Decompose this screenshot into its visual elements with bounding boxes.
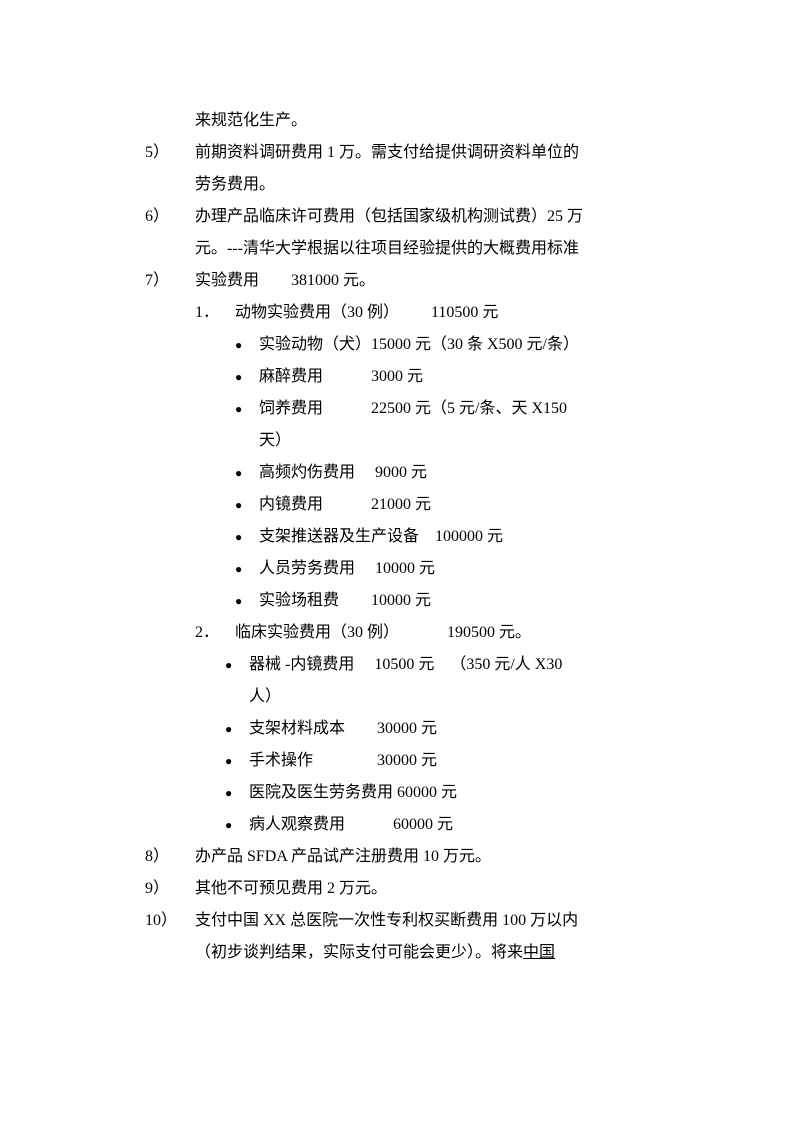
bullet-icon: ● [235,557,259,581]
list-item-8: 8） 办产品 SFDA 产品试产注册费用 10 万元。 [145,841,649,873]
bullet-item: ● 高频灼伤费用 9000 元 [235,457,649,489]
bullet-item: ● 支架材料成本 30000 元 [225,713,649,745]
bullet-item: ● 手术操作 30000 元 [225,745,649,777]
bullet-item: ● 实验场租费 10000 元 [235,585,649,617]
underlined-text: 中国 [523,944,555,961]
bullet-text: 麻醉费用 3000 元 [259,361,649,393]
bullet-text-cont: 人） [249,681,649,713]
bullet-text: 饲养费用 22500 元（5 元/条、天 X150 [259,393,649,425]
list-item-6: 6） 办理产品临床许可费用（包括国家级机构测试费）25 万 [145,201,649,233]
bullet-icon: ● [235,493,259,517]
sub-number: 2． [195,617,235,649]
bullet-icon: ● [225,717,249,741]
bullet-icon: ● [225,813,249,837]
item-number: 6） [145,201,195,233]
item-text: 实验费用 381000 元。 [195,265,649,297]
item-text: 支付中国 XX 总医院一次性专利权买断费用 100 万以内 [195,905,649,937]
text-span: （初步谈判结果，实际支付可能会更少）。将来 [195,944,523,961]
bullet-item: ● 病人观察费用 60000 元 [225,809,649,841]
bullet-text: 内镜费用 21000 元 [259,489,649,521]
bullet-item: ● 器械 -内镜费用 10500 元 （350 元/人 X30 [225,649,649,681]
sub-item-1: 1． 动物实验费用（30 例） 110500 元 [195,297,649,329]
item-number: 7） [145,265,195,297]
bullet-text: 高频灼伤费用 9000 元 [259,457,649,489]
item-text-cont: （初步谈判结果，实际支付可能会更少）。将来中国 [195,937,649,969]
bullet-text: 手术操作 30000 元 [249,745,649,777]
bullet-item: ● 麻醉费用 3000 元 [235,361,649,393]
item-text: 前期资料调研费用 1 万。需支付给提供调研资料单位的 [195,137,649,169]
item-text: 其他不可预见费用 2 万元。 [195,873,649,905]
sub-number: 1． [195,297,235,329]
bullet-item: ● 支架推送器及生产设备 100000 元 [235,521,649,553]
item-number: 5） [145,137,195,169]
bullet-text: 支架推送器及生产设备 100000 元 [259,521,649,553]
bullet-item: ● 医院及医生劳务费用 60000 元 [225,777,649,809]
bullet-item: ● 实验动物（犬）15000 元（30 条 X500 元/条） [235,329,649,361]
sub-item-2: 2． 临床实验费用（30 例） 190500 元。 [195,617,649,649]
bullet-icon: ● [235,333,259,357]
bullet-item: ● 人员劳务费用 10000 元 [235,553,649,585]
bullet-text: 器械 -内镜费用 10500 元 （350 元/人 X30 [249,649,649,681]
bullet-icon: ● [225,749,249,773]
item-number: 8） [145,841,195,873]
bullet-icon: ● [235,525,259,549]
bullet-icon: ● [235,365,259,389]
bullet-item: ● 内镜费用 21000 元 [235,489,649,521]
bullet-item: ● 饲养费用 22500 元（5 元/条、天 X150 [235,393,649,425]
item-text: 办理产品临床许可费用（包括国家级机构测试费）25 万 [195,201,649,233]
bullet-text: 病人观察费用 60000 元 [249,809,649,841]
bullet-text-cont: 天） [259,425,649,457]
bullet-icon: ● [235,397,259,421]
item-number: 10） [145,905,195,937]
bullet-icon: ● [225,781,249,805]
bullet-text: 支架材料成本 30000 元 [249,713,649,745]
bullet-text: 人员劳务费用 10000 元 [259,553,649,585]
item-text-cont: 元。---清华大学根据以往项目经验提供的大概费用标准 [195,233,649,265]
document-page: 来规范化生产。 5） 前期资料调研费用 1 万。需支付给提供调研资料单位的 劳务… [0,0,794,1123]
item-text-cont: 劳务费用。 [195,169,649,201]
bullet-icon: ● [225,653,249,677]
list-item-10: 10） 支付中国 XX 总医院一次性专利权买断费用 100 万以内 [145,905,649,937]
item-text: 办产品 SFDA 产品试产注册费用 10 万元。 [195,841,649,873]
sub-text: 动物实验费用（30 例） 110500 元 [235,297,649,329]
bullet-text: 医院及医生劳务费用 60000 元 [249,777,649,809]
continuation-line: 来规范化生产。 [195,105,649,137]
sub-text: 临床实验费用（30 例） 190500 元。 [235,617,649,649]
item-number: 9） [145,873,195,905]
list-item-5: 5） 前期资料调研费用 1 万。需支付给提供调研资料单位的 [145,137,649,169]
list-item-7: 7） 实验费用 381000 元。 [145,265,649,297]
bullet-text: 实验场租费 10000 元 [259,585,649,617]
bullet-text: 实验动物（犬）15000 元（30 条 X500 元/条） [259,329,649,361]
list-item-9: 9） 其他不可预见费用 2 万元。 [145,873,649,905]
bullet-icon: ● [235,589,259,613]
bullet-icon: ● [235,461,259,485]
